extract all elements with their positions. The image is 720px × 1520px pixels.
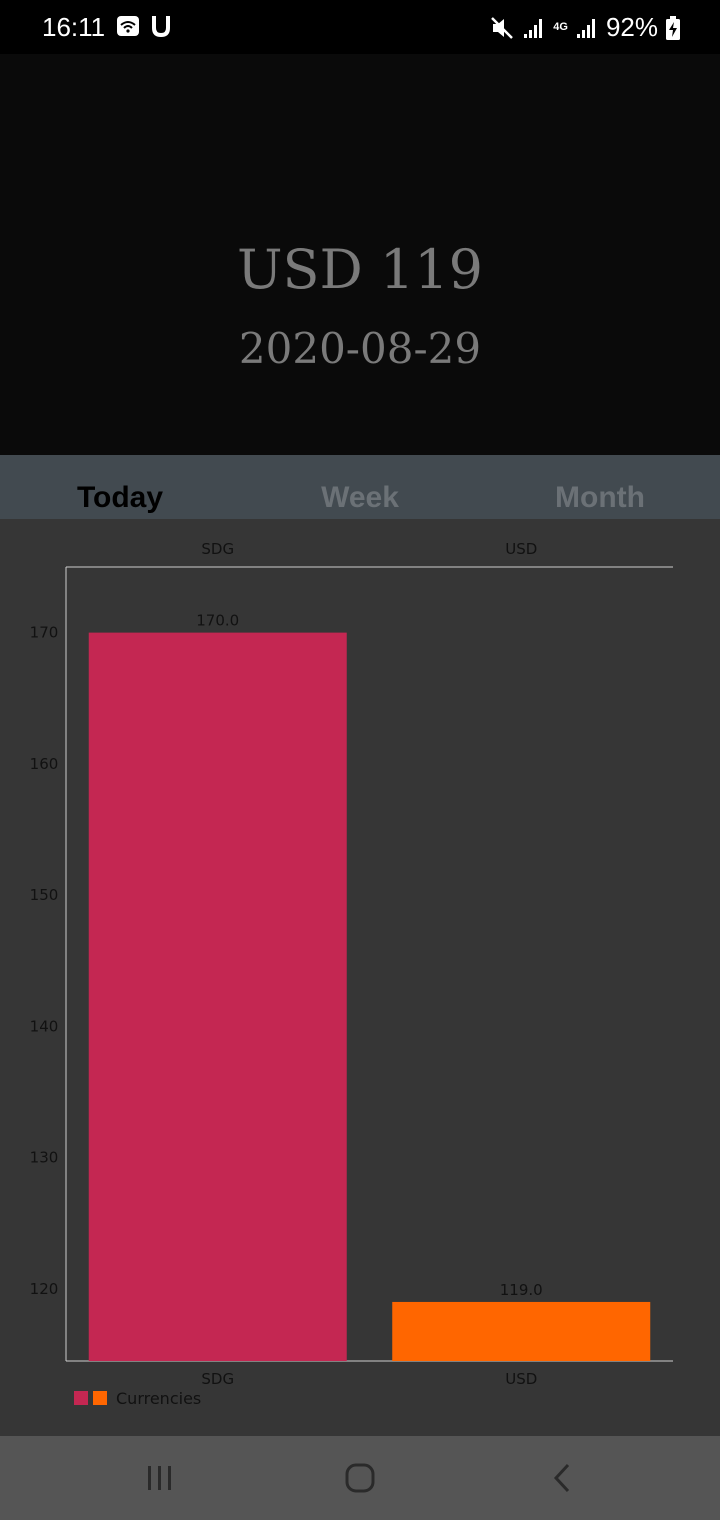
battery-percent: 92%: [605, 12, 658, 42]
status-time: 16:11: [42, 12, 106, 42]
network-type-label: 4G: [553, 21, 568, 33]
back-button[interactable]: [540, 1456, 584, 1500]
bar-value-label: 119.0: [500, 1281, 543, 1299]
bar: [88, 632, 347, 1361]
status-bar: 16:11 4G 92%: [0, 0, 720, 54]
x-category-label: SDG: [201, 1370, 234, 1388]
currency-chart: 120 130 140 150 160 170 170.0 SDG SDG 119.0 USD USD…: [0, 519, 720, 1436]
signal-icon-2: [576, 18, 595, 38]
bar-value-label: 170.0: [196, 612, 239, 630]
y-tick-label: 130: [30, 1149, 59, 1167]
mute-icon: [491, 16, 514, 39]
recent-apps-icon: [148, 1466, 171, 1490]
tab-today[interactable]: Today: [76, 481, 164, 514]
x-top-category-label: USD: [505, 540, 537, 558]
home-icon: [345, 1463, 375, 1493]
tab-month[interactable]: Month: [555, 481, 645, 514]
y-tick-label: 170: [30, 624, 59, 642]
home-button[interactable]: [338, 1456, 382, 1500]
y-tick-label: 120: [30, 1280, 59, 1298]
rate-date: 2020-08-29: [238, 324, 482, 373]
status-right-icons: 4G 92%: [489, 12, 680, 43]
u-app-icon: [152, 16, 170, 38]
y-tick-label: 140: [30, 1017, 59, 1035]
rate-amount: USD 119: [236, 238, 484, 301]
bar: [392, 1301, 651, 1361]
y-tick-label: 160: [30, 755, 59, 773]
status-left-icons: [116, 14, 172, 38]
recent-apps-button[interactable]: [138, 1456, 182, 1500]
legend-swatch: [74, 1391, 88, 1405]
rate-header: USD 119 2020-08-29: [0, 54, 720, 455]
back-icon: [553, 1463, 570, 1493]
legend-label: Currencies: [116, 1389, 201, 1408]
bar-chart-svg: 120 130 140 150 160 170 170.0 SDG SDG 119.0 USD USD…: [30, 540, 673, 1408]
x-top-category-label: SDG: [201, 540, 234, 558]
battery-charging-icon: [666, 15, 680, 40]
y-tick-label: 150: [30, 886, 59, 904]
tab-week[interactable]: Week: [321, 481, 399, 514]
x-category-label: USD: [505, 1370, 537, 1388]
navigation-bar: [0, 1436, 720, 1520]
wifi-calling-icon: [117, 16, 139, 36]
period-tabs: Today Week Month: [0, 455, 720, 519]
signal-icon: [524, 18, 543, 38]
legend-swatch: [93, 1391, 107, 1405]
